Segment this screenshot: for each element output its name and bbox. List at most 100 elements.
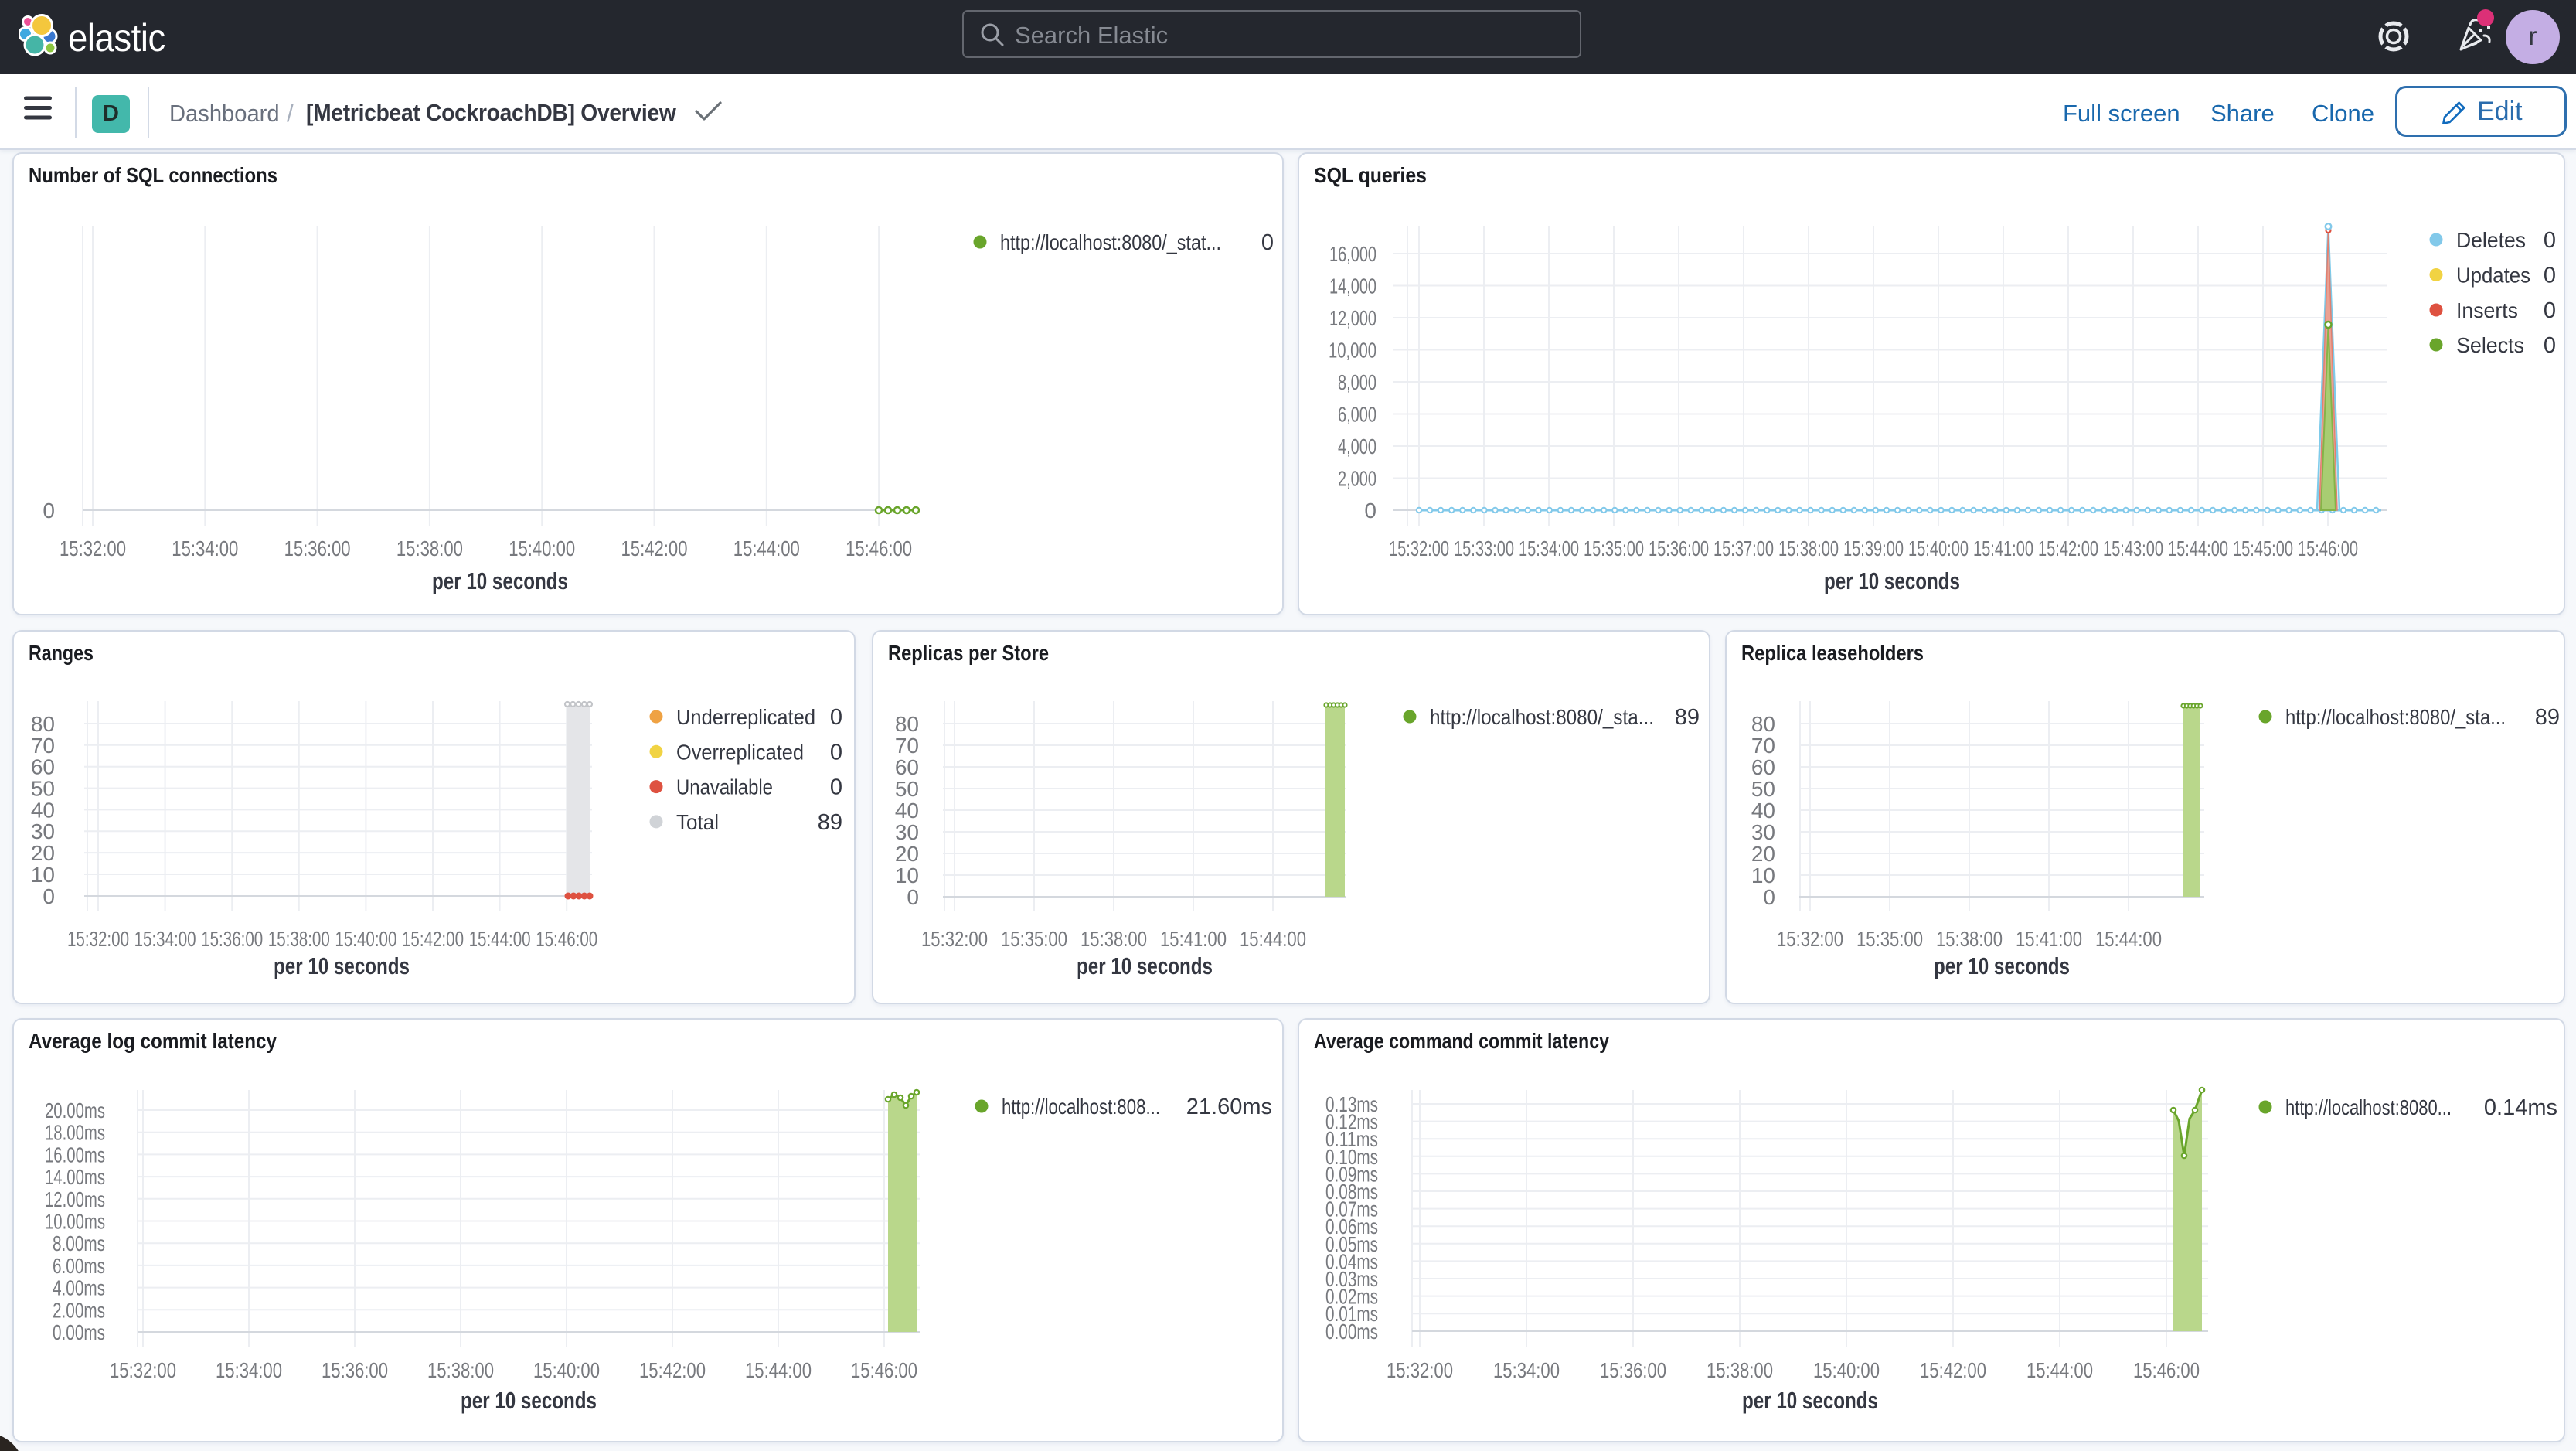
svg-text:15:42:00: 15:42:00 bbox=[1920, 1358, 1986, 1382]
svg-text:0.01ms: 0.01ms bbox=[1325, 1302, 1378, 1326]
svg-text:15:40:00: 15:40:00 bbox=[1813, 1358, 1880, 1382]
svg-text:15:34:00: 15:34:00 bbox=[1519, 536, 1579, 560]
svg-text:10.00ms: 10.00ms bbox=[45, 1210, 105, 1234]
svg-text:6,000: 6,000 bbox=[1338, 403, 1376, 427]
svg-text:15:40:00: 15:40:00 bbox=[533, 1358, 600, 1382]
svg-text:16,000: 16,000 bbox=[1329, 242, 1376, 266]
svg-text:Unavailable: Unavailable bbox=[676, 775, 773, 799]
svg-text:15:32:00: 15:32:00 bbox=[921, 927, 988, 951]
svg-text:0.05ms: 0.05ms bbox=[1325, 1232, 1378, 1256]
svg-text:http://localhost:8080/_sta...: http://localhost:8080/_sta... bbox=[2285, 705, 2506, 729]
svg-text:15:41:00: 15:41:00 bbox=[1160, 927, 1227, 951]
svg-text:15:34:00: 15:34:00 bbox=[172, 536, 238, 560]
svg-text:15:42:00: 15:42:00 bbox=[621, 536, 688, 560]
svg-text:50: 50 bbox=[1751, 777, 1775, 801]
svg-text:40: 40 bbox=[31, 798, 55, 822]
svg-text:15:38:00: 15:38:00 bbox=[427, 1358, 494, 1382]
svg-text:15:40:00: 15:40:00 bbox=[509, 536, 575, 560]
svg-text:Deletes: Deletes bbox=[2456, 228, 2526, 252]
svg-text:0.07ms: 0.07ms bbox=[1325, 1197, 1378, 1221]
svg-text:0: 0 bbox=[1364, 499, 1376, 523]
svg-text:15:44:00: 15:44:00 bbox=[733, 536, 800, 560]
svg-text:0.06ms: 0.06ms bbox=[1325, 1214, 1378, 1238]
svg-text:15:35:00: 15:35:00 bbox=[1856, 927, 1923, 951]
svg-text:Updates: Updates bbox=[2456, 264, 2530, 288]
svg-text:15:42:00: 15:42:00 bbox=[639, 1358, 706, 1382]
svg-text:14.00ms: 14.00ms bbox=[45, 1165, 105, 1189]
svg-text:16.00ms: 16.00ms bbox=[45, 1143, 105, 1167]
svg-text:0: 0 bbox=[1261, 230, 1274, 255]
svg-text:14,000: 14,000 bbox=[1329, 274, 1376, 298]
svg-text:per 10 seconds: per 10 seconds bbox=[274, 952, 410, 979]
svg-text:http://localhost:8080...: http://localhost:8080... bbox=[2285, 1095, 2452, 1119]
svg-text:20.00ms: 20.00ms bbox=[45, 1098, 105, 1122]
svg-text:per 10 seconds: per 10 seconds bbox=[1742, 1387, 1878, 1414]
svg-text:0.08ms: 0.08ms bbox=[1325, 1180, 1378, 1204]
svg-text:0: 0 bbox=[2544, 228, 2556, 253]
svg-text:0.00ms: 0.00ms bbox=[53, 1320, 105, 1344]
svg-text:0.03ms: 0.03ms bbox=[1325, 1267, 1378, 1291]
svg-text:60: 60 bbox=[31, 755, 55, 779]
svg-text:0.10ms: 0.10ms bbox=[1325, 1145, 1378, 1169]
svg-text:89: 89 bbox=[1675, 705, 1700, 730]
svg-text:15:33:00: 15:33:00 bbox=[1454, 536, 1514, 560]
svg-text:0: 0 bbox=[2544, 333, 2556, 358]
svg-text:15:36:00: 15:36:00 bbox=[1600, 1358, 1666, 1382]
svg-text:0: 0 bbox=[2544, 298, 2556, 323]
svg-text:http://localhost:8080/_stat...: http://localhost:8080/_stat... bbox=[1000, 230, 1221, 254]
svg-text:SQL queries: SQL queries bbox=[1314, 163, 1427, 187]
svg-text:40: 40 bbox=[1751, 799, 1775, 823]
svg-text:per 10 seconds: per 10 seconds bbox=[1934, 952, 2070, 979]
svg-text:15:38:00: 15:38:00 bbox=[1080, 927, 1147, 951]
svg-text:15:42:00: 15:42:00 bbox=[402, 927, 464, 951]
svg-text:0: 0 bbox=[2544, 264, 2556, 288]
svg-text:60: 60 bbox=[1751, 755, 1775, 779]
svg-text:0.13ms: 0.13ms bbox=[1325, 1092, 1378, 1116]
svg-text:15:44:00: 15:44:00 bbox=[745, 1358, 812, 1382]
svg-text:15:38:00: 15:38:00 bbox=[1707, 1358, 1773, 1382]
svg-text:10,000: 10,000 bbox=[1329, 339, 1376, 363]
svg-text:15:43:00: 15:43:00 bbox=[2103, 536, 2163, 560]
svg-text:15:46:00: 15:46:00 bbox=[2298, 536, 2358, 560]
svg-text:30: 30 bbox=[1751, 820, 1775, 844]
svg-text:0.11ms: 0.11ms bbox=[1325, 1127, 1378, 1151]
svg-text:http://localhost:8080/_sta...: http://localhost:8080/_sta... bbox=[1430, 705, 1654, 729]
svg-text:20: 20 bbox=[895, 842, 919, 866]
svg-text:Underreplicated: Underreplicated bbox=[676, 705, 815, 729]
svg-text:15:38:00: 15:38:00 bbox=[396, 536, 463, 560]
svg-text:15:45:00: 15:45:00 bbox=[2233, 536, 2293, 560]
svg-text:Replica leaseholders: Replica leaseholders bbox=[1741, 641, 1924, 665]
svg-text:0: 0 bbox=[907, 885, 919, 909]
svg-text:Total: Total bbox=[676, 810, 719, 834]
svg-text:0.09ms: 0.09ms bbox=[1325, 1162, 1378, 1186]
svg-text:15:38:00: 15:38:00 bbox=[268, 927, 330, 951]
svg-text:70: 70 bbox=[31, 734, 55, 758]
svg-text:0.00ms: 0.00ms bbox=[1325, 1320, 1378, 1344]
svg-text:per 10 seconds: per 10 seconds bbox=[1824, 567, 1960, 594]
svg-text:0: 0 bbox=[1763, 885, 1775, 909]
svg-text:0.04ms: 0.04ms bbox=[1325, 1249, 1378, 1273]
svg-text:0: 0 bbox=[830, 740, 842, 765]
svg-text:15:36:00: 15:36:00 bbox=[322, 1358, 388, 1382]
svg-text:2,000: 2,000 bbox=[1338, 467, 1376, 491]
svg-text:50: 50 bbox=[895, 777, 919, 801]
svg-text:15:36:00: 15:36:00 bbox=[201, 927, 263, 951]
svg-text:Average log commit latency: Average log commit latency bbox=[29, 1029, 277, 1053]
svg-text:15:41:00: 15:41:00 bbox=[1973, 536, 2033, 560]
svg-text:8.00ms: 8.00ms bbox=[53, 1231, 105, 1255]
svg-text:15:36:00: 15:36:00 bbox=[284, 536, 351, 560]
svg-text:15:32:00: 15:32:00 bbox=[110, 1358, 176, 1382]
svg-text:Inserts: Inserts bbox=[2456, 298, 2518, 322]
svg-text:15:34:00: 15:34:00 bbox=[1493, 1358, 1560, 1382]
svg-text:4.00ms: 4.00ms bbox=[53, 1276, 105, 1300]
svg-text:Average command commit latency: Average command commit latency bbox=[1314, 1029, 1609, 1053]
svg-text:15:44:00: 15:44:00 bbox=[2095, 927, 2162, 951]
svg-text:Selects: Selects bbox=[2456, 333, 2524, 357]
svg-text:80: 80 bbox=[895, 712, 919, 736]
svg-text:18.00ms: 18.00ms bbox=[45, 1121, 105, 1145]
svg-text:Overreplicated: Overreplicated bbox=[676, 740, 804, 764]
svg-text:60: 60 bbox=[895, 755, 919, 779]
svg-text:30: 30 bbox=[895, 820, 919, 844]
svg-text:Replicas per Store: Replicas per Store bbox=[888, 641, 1049, 665]
svg-text:15:46:00: 15:46:00 bbox=[846, 536, 912, 560]
